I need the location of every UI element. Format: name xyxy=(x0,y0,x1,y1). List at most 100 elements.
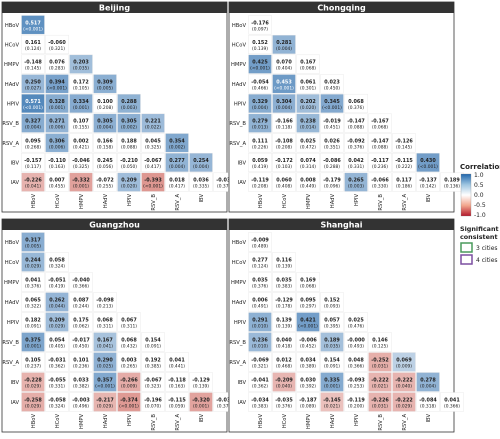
cell-pvalue-label: (0.432) xyxy=(121,344,137,350)
cell-pvalue-label: (0.389) xyxy=(300,364,316,370)
cell-correlation-label: -0.019 xyxy=(323,119,341,125)
x-tick-label: IBV xyxy=(199,194,205,203)
cell-correlation-label: -0.038 xyxy=(216,178,234,184)
heatmap-cell xyxy=(45,272,69,292)
cell-pvalue-label: (0.139) xyxy=(276,324,292,330)
x-tick-label: HBoV xyxy=(31,414,37,429)
heatmap-cell xyxy=(141,392,165,412)
heatmap-cell xyxy=(45,34,69,55)
cell-correlation-label: 0.033 xyxy=(73,378,89,384)
cell-correlation-label: 0.068 xyxy=(97,318,113,324)
cell-correlation-label: 0.060 xyxy=(276,178,292,184)
cell-correlation-label: -0.051 xyxy=(48,278,66,284)
cell-pvalue-label: (0.059) xyxy=(169,404,185,410)
heatmap-cell xyxy=(248,312,272,332)
y-tick-label: HAdV xyxy=(232,300,247,306)
heatmap-cell xyxy=(344,113,368,133)
cell-correlation-label: 0.061 xyxy=(300,79,316,85)
cell-pvalue-label: (0.178) xyxy=(276,304,292,310)
y-tick-label: HCoV xyxy=(5,43,20,49)
cell-correlation-label: 0.041 xyxy=(444,398,460,404)
cell-correlation-label: 0.167 xyxy=(300,60,316,66)
heatmap-cell xyxy=(45,74,69,94)
cell-correlation-label: -0.069 xyxy=(251,358,269,364)
cell-pvalue-label: (0.452) xyxy=(300,344,316,350)
cell-correlation-label: 0.048 xyxy=(348,358,364,364)
cell-pvalue-label: (<0.001) xyxy=(418,164,438,170)
y-tick-label: IBV xyxy=(11,380,20,386)
cell-pvalue-label: (0.010) xyxy=(252,344,268,350)
panel-strip xyxy=(229,219,454,230)
heatmap-cell xyxy=(248,272,272,292)
cell-pvalue-label: (<0.001) xyxy=(322,105,342,111)
cell-correlation-label: -0.072 xyxy=(96,178,114,184)
cell-correlation-label: 0.152 xyxy=(252,40,267,46)
cell-pvalue-label: (<0.001) xyxy=(119,404,139,410)
cell-correlation-label: 0.317 xyxy=(25,238,41,244)
x-tick-label: HMPV xyxy=(306,194,312,210)
cell-pvalue-label: (0.118) xyxy=(276,125,292,131)
heatmap-cell xyxy=(272,332,296,352)
x-tick-label: HBoV xyxy=(258,414,264,429)
cell-correlation-label: 0.054 xyxy=(49,338,65,344)
cell-pvalue-label: (0.068) xyxy=(300,66,316,72)
cell-pvalue-label: (0.044) xyxy=(49,304,65,310)
cell-pvalue-label: (0.255) xyxy=(97,184,113,190)
cell-correlation-label: 0.305 xyxy=(97,119,113,125)
heatmap-cell xyxy=(45,332,69,352)
y-tick-label: RSV_B xyxy=(2,121,19,127)
cell-pvalue-label: (0.105) xyxy=(73,85,89,91)
cell-correlation-label: 0.262 xyxy=(49,298,64,304)
cell-pvalue-label: (0.070) xyxy=(145,404,161,410)
cell-pvalue-label: (0.331) xyxy=(49,384,65,390)
heatmap-cell xyxy=(69,272,93,292)
heatmap-cell xyxy=(320,172,344,192)
cell-pvalue-label: (0.322) xyxy=(25,304,41,310)
heatmap-cell xyxy=(248,352,272,372)
cell-correlation-label: -0.084 xyxy=(419,398,437,404)
cell-pvalue-label: (0.237) xyxy=(25,364,41,370)
cell-pvalue-label: (0.321) xyxy=(49,46,65,52)
cell-correlation-label: -0.003 xyxy=(72,398,90,404)
heatmap-cell xyxy=(320,113,344,133)
cell-correlation-label: -0.167 xyxy=(371,119,389,125)
cell-correlation-label: -0.115 xyxy=(395,158,413,164)
cell-pvalue-label: (0.004) xyxy=(193,164,209,170)
heatmap-cell xyxy=(248,34,272,55)
cell-correlation-label: -0.258 xyxy=(24,398,42,404)
x-tick-label: IBV xyxy=(199,414,205,423)
heatmap-cell xyxy=(45,392,69,412)
cell-correlation-label: 0.221 xyxy=(145,119,161,125)
heatmap-cell xyxy=(45,54,69,74)
cell-correlation-label: -0.187 xyxy=(299,398,317,404)
y-tick-label: RSV_A xyxy=(229,360,246,366)
panel-strip xyxy=(2,219,227,230)
y-tick-label: HCoV xyxy=(232,43,247,49)
x-tick-label: RSV_A xyxy=(402,194,408,211)
cell-pvalue-label: (0.009) xyxy=(396,364,412,370)
cell-pvalue-label: (0.117) xyxy=(25,164,41,170)
cell-correlation-label: 0.167 xyxy=(97,338,113,344)
y-tick-label: IAV xyxy=(11,400,20,406)
y-tick-label: HMPV xyxy=(231,280,247,286)
cell-correlation-label: 0.154 xyxy=(145,338,161,344)
y-tick-label: RSV_A xyxy=(2,360,19,366)
heatmap-cell xyxy=(296,352,320,372)
cell-correlation-label: -0.147 xyxy=(347,119,365,125)
cell-correlation-label: 0.074 xyxy=(300,158,316,164)
heatmap-cell xyxy=(189,152,213,173)
cell-correlation-label: 0.116 xyxy=(276,258,292,264)
heatmap-cell xyxy=(320,352,344,372)
heatmap-cell xyxy=(117,372,141,392)
cell-correlation-label: -0.210 xyxy=(120,158,138,164)
heatmap-cell xyxy=(320,74,344,94)
cell-pvalue-label: (0.006) xyxy=(49,144,65,150)
cell-pvalue-label: (0.324) xyxy=(49,264,65,270)
cell-correlation-label: 0.571 xyxy=(25,99,41,105)
heatmap-cell xyxy=(93,113,117,133)
panel-title: Chongqing xyxy=(317,4,366,13)
heatmap-cell xyxy=(344,152,368,173)
cell-correlation-label: 0.357 xyxy=(97,378,113,384)
cell-pvalue-label: (0.419) xyxy=(252,164,268,170)
heatmap-cell xyxy=(296,292,320,312)
